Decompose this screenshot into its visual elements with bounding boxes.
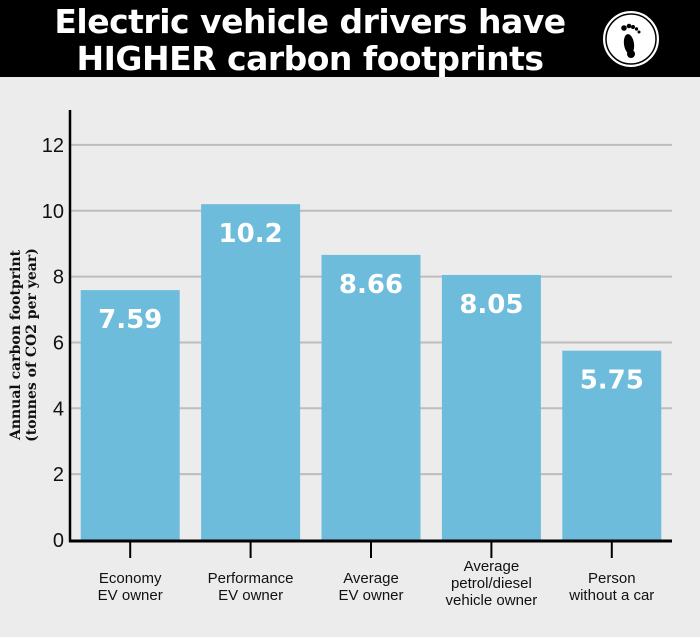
category-label: EV owner	[98, 587, 163, 604]
y-axis-label: Annual carbon footprint (tonnes of CO2 pe…	[8, 248, 40, 442]
bar	[80, 290, 180, 540]
category-label: vehicle owner	[446, 592, 538, 609]
bar-value-label: 8.66	[339, 270, 403, 300]
category-label: EV owner	[218, 587, 283, 604]
bar	[441, 274, 541, 540]
bar-value-label: 10.2	[219, 219, 283, 249]
y-tick-label: 10	[42, 201, 64, 223]
y-tick-label: 8	[53, 267, 64, 289]
category-label: Economy	[99, 570, 162, 587]
category-label: without a car	[568, 587, 654, 604]
y-tick-label: 0	[53, 530, 64, 552]
bar	[201, 204, 301, 540]
bar-value-label: 8.05	[459, 290, 523, 320]
y-axis-label-line: Annual carbon footprint	[8, 249, 24, 441]
y-tick-label: 2	[53, 464, 64, 486]
chart-title-line-2: HIGHER carbon footprints	[76, 39, 544, 78]
bar	[562, 350, 662, 540]
bar-value-label: 5.75	[580, 366, 644, 396]
category-label: Person	[588, 570, 636, 587]
category-label: EV owner	[338, 587, 403, 604]
category-label: Average	[343, 570, 399, 587]
bar-value-label: 7.59	[98, 305, 162, 335]
y-axis-label-line: (tonnes of CO2 per year)	[24, 248, 40, 442]
category-label: Average	[464, 558, 520, 575]
footprint-icon	[601, 9, 661, 69]
y-tick-label: 6	[53, 332, 64, 354]
chart-title-line-1: Electric vehicle drivers have	[54, 2, 566, 41]
category-label: Performance	[208, 570, 294, 587]
bar	[321, 254, 421, 540]
chart-header: Electric vehicle drivers have HIGHER car…	[0, 0, 700, 78]
category-label: petrol/diesel	[451, 575, 532, 592]
y-tick-label: 12	[42, 135, 64, 157]
y-tick-label: 4	[53, 398, 64, 420]
